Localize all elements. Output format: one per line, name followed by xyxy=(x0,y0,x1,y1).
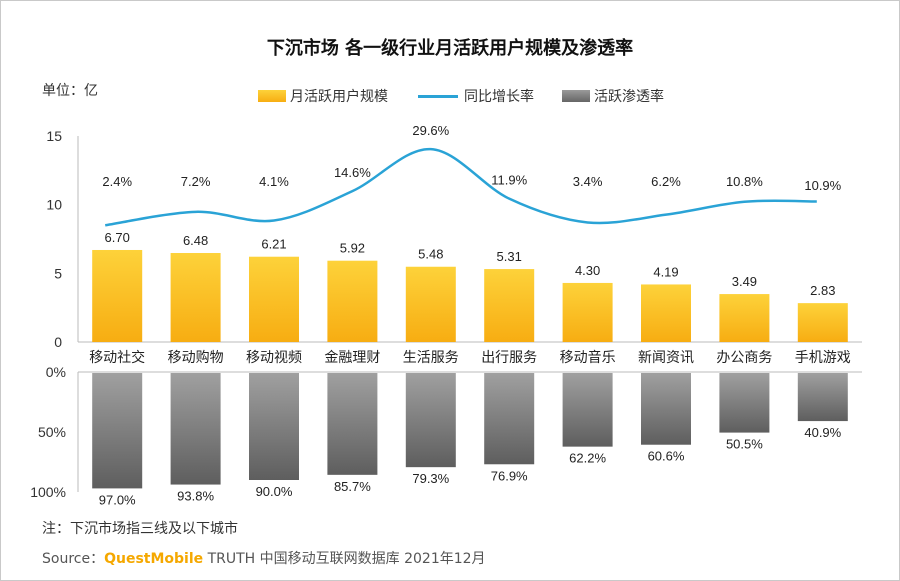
mau-data-label: 2.83 xyxy=(810,283,835,298)
penetration-bar xyxy=(562,373,613,447)
category-label: 移动购物 xyxy=(168,350,224,366)
legend-item-growth: 同比增长率 xyxy=(418,86,534,106)
penetration-bar xyxy=(719,373,770,433)
penetration-bar xyxy=(405,373,456,468)
legend-item-penetration: 活跃渗透率 xyxy=(562,86,664,106)
growth-data-label: 6.2% xyxy=(651,174,681,189)
penetration-bar xyxy=(641,373,691,445)
mau-bar xyxy=(249,256,299,342)
mau-bar xyxy=(327,260,378,342)
legend-label-mau: 月活跃用户规模 xyxy=(290,89,388,105)
penetration-bar xyxy=(170,373,221,485)
mau-data-label: 5.31 xyxy=(497,249,522,264)
upper-y-tick-label: 0 xyxy=(54,334,62,350)
category-label: 金融理财 xyxy=(324,350,380,366)
category-label: 移动音乐 xyxy=(560,349,616,366)
penetration-bar xyxy=(797,373,848,422)
penetration-bar xyxy=(249,373,299,480)
growth-rate-line xyxy=(105,147,817,227)
category-label: 办公商务 xyxy=(716,350,772,366)
category-label: 生活服务 xyxy=(403,350,459,366)
mau-data-label: 6.21 xyxy=(261,237,286,252)
growth-data-label: 11.9% xyxy=(491,173,527,188)
mau-data-label: 4.19 xyxy=(653,264,678,279)
source-line: Source：QuestMobile TRUTH 中国移动互联网数据库 2021… xyxy=(42,548,486,568)
category-label: 出行服务 xyxy=(481,350,537,366)
growth-data-label: 3.4% xyxy=(573,174,603,189)
growth-data-label: 7.2% xyxy=(181,174,211,189)
penetration-data-label: 93.8% xyxy=(177,489,214,504)
penetration-bar xyxy=(327,373,378,475)
upper-y-tick-label: 5 xyxy=(54,265,62,281)
penetration-data-label: 60.6% xyxy=(648,449,685,464)
category-label: 移动视频 xyxy=(246,350,302,366)
source-brand: QuestMobile xyxy=(104,551,204,567)
mau-bar xyxy=(562,282,613,342)
mau-bar xyxy=(641,284,691,342)
legend-label-growth: 同比增长率 xyxy=(464,89,534,105)
penetration-data-label: 76.9% xyxy=(491,468,528,483)
penetration-data-label: 90.0% xyxy=(256,484,293,499)
legend-swatch-mau xyxy=(258,90,286,102)
chart-title: 下沉市场 各一级行业月活跃用户规模及渗透率 xyxy=(266,38,634,59)
penetration-data-label: 85.7% xyxy=(334,479,371,494)
legend-swatch-penetration xyxy=(562,90,590,102)
mau-bar xyxy=(405,266,456,342)
mau-data-label: 6.48 xyxy=(183,233,208,248)
mau-bar xyxy=(719,294,770,342)
mau-bar xyxy=(797,303,848,342)
lower-y-tick-label: 0% xyxy=(46,364,66,380)
source-text: TRUTH 中国移动互联网数据库 2021年12月 xyxy=(203,551,486,567)
growth-data-label: 10.8% xyxy=(726,174,763,189)
growth-data-label: 14.6% xyxy=(334,165,371,180)
footnote: 注：下沉市场指三线及以下城市 xyxy=(42,521,238,537)
unit-label: 单位：亿 xyxy=(42,83,98,99)
legend-swatch-growth xyxy=(418,94,458,98)
penetration-data-label: 40.9% xyxy=(804,425,841,440)
mau-data-label: 3.49 xyxy=(732,274,757,289)
penetration-data-label: 62.2% xyxy=(569,451,606,466)
mau-bar xyxy=(484,269,535,342)
growth-data-label: 29.6% xyxy=(412,123,449,138)
source-prefix: Source： xyxy=(42,551,105,567)
mau-data-label: 4.30 xyxy=(575,263,600,278)
legend-label-penetration: 活跃渗透率 xyxy=(594,89,664,105)
penetration-data-label: 79.3% xyxy=(412,471,449,486)
upper-y-tick-label: 15 xyxy=(46,128,62,144)
mau-data-label: 5.92 xyxy=(340,241,365,256)
mau-bar xyxy=(170,253,221,342)
penetration-bar xyxy=(484,373,535,465)
penetration-data-label: 50.5% xyxy=(726,437,763,452)
growth-data-label: 4.1% xyxy=(259,174,289,189)
legend-item-mau: 月活跃用户规模 xyxy=(258,86,388,106)
penetration-bar xyxy=(92,373,143,489)
lower-y-tick-label: 50% xyxy=(38,424,66,440)
upper-y-tick-label: 10 xyxy=(46,197,62,213)
growth-data-label: 2.4% xyxy=(102,174,132,189)
lower-y-tick-label: 100% xyxy=(30,484,66,500)
mau-data-label: 5.48 xyxy=(418,247,443,262)
growth-data-label: 10.9% xyxy=(804,178,841,193)
mau-bar xyxy=(92,249,143,342)
category-label: 移动社交 xyxy=(89,349,145,366)
penetration-data-label: 97.0% xyxy=(99,492,136,507)
category-label: 新闻资讯 xyxy=(638,350,694,366)
mau-data-label: 6.70 xyxy=(105,230,130,245)
category-label: 手机游戏 xyxy=(795,350,851,366)
